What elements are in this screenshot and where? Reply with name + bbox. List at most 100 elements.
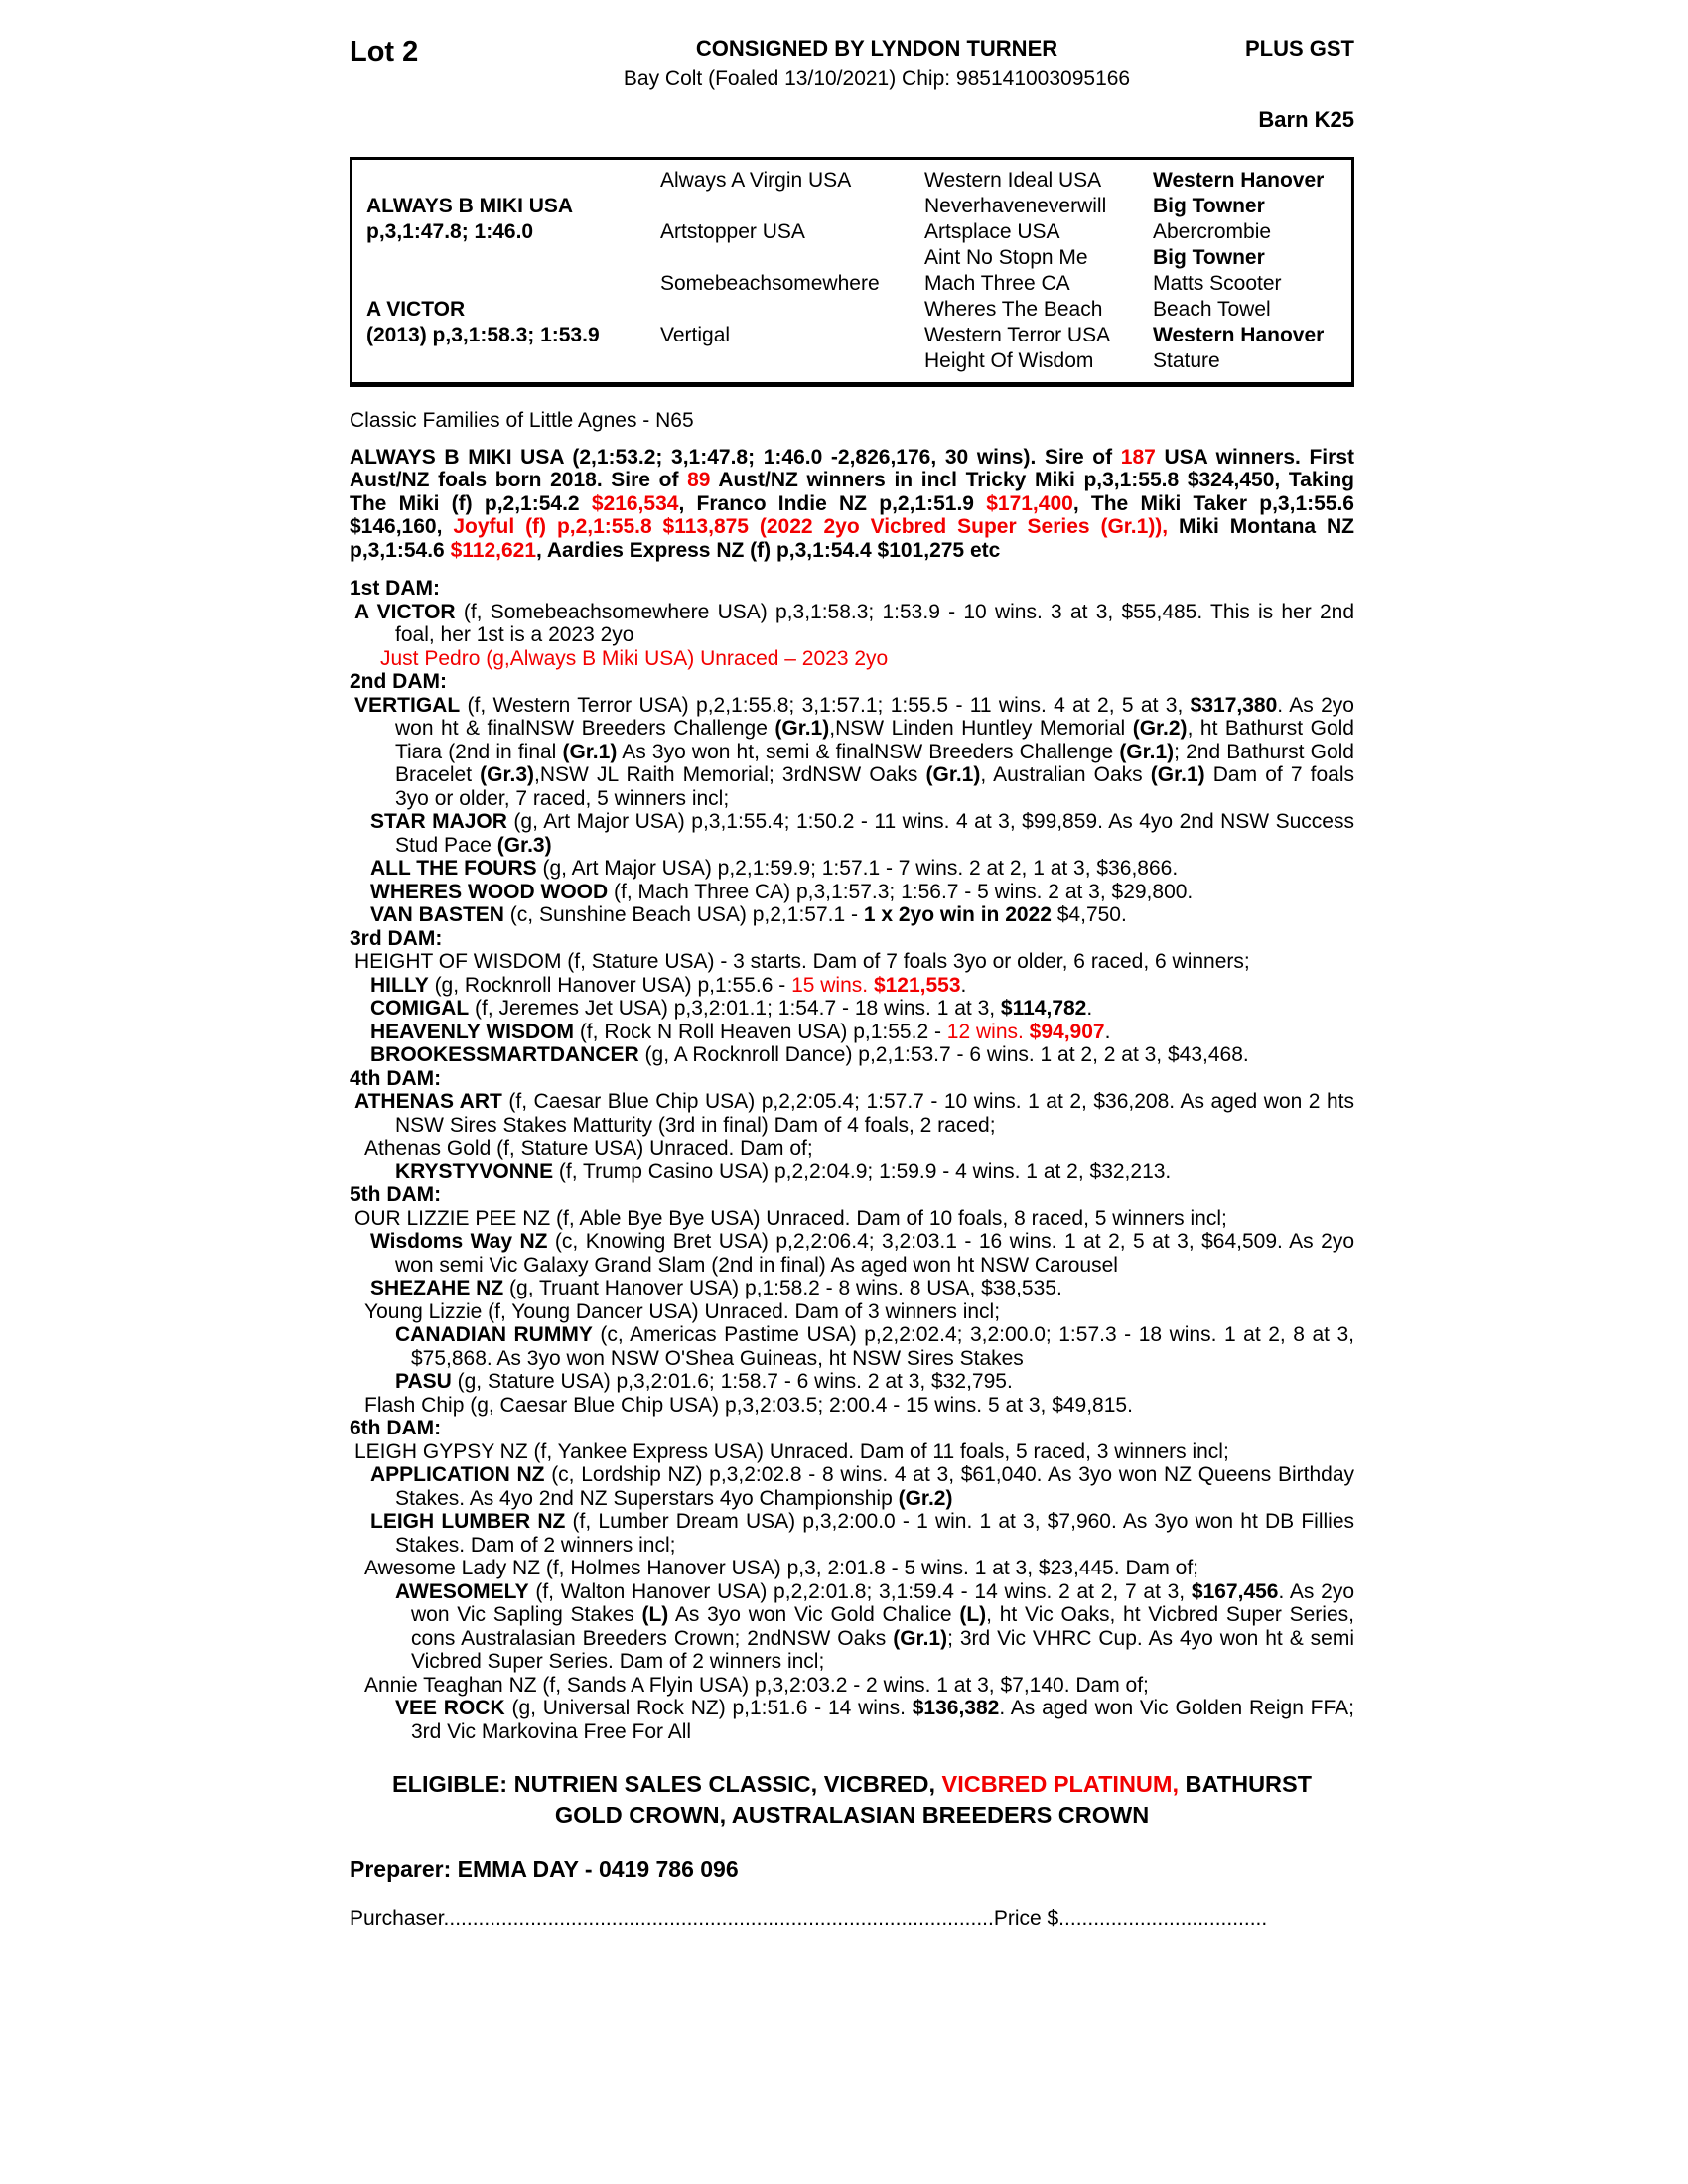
dam2-heading: 2nd DAM: [350, 670, 1354, 694]
entry-annie-teaghan: Annie Teaghan NZ (f, Sands A Flyin USA) … [364, 1674, 1354, 1698]
text-segment: $136,382 [912, 1697, 1000, 1719]
entry-vee-rock: VEE ROCK (g, Universal Rock NZ) p,1:51.6… [395, 1697, 1355, 1743]
text-segment: As 3yo won Vic Gold Chalice [668, 1603, 960, 1626]
text-segment: ,NSW JL Raith Memorial; 3rdNSW Oaks [534, 763, 926, 786]
text-segment: ALWAYS B MIKI USA (2,1:53.2; 3,1:47.8; 1… [350, 445, 1121, 469]
text-segment: (f, Jeremes Jet USA) p,3,2:01.1; 1:54.7 … [469, 997, 1001, 1020]
text-segment: , The Miki Taker p,3,1:55.6 $146,160, [350, 491, 1354, 539]
pedigree-cell: Always A Virgin USA [660, 169, 852, 192]
pedigree-cell: Wheres The Beach [924, 298, 1103, 321]
text-segment: ATHENAS ART [354, 1090, 502, 1113]
pedigree-cell: Vertigal [660, 324, 731, 346]
text-segment: (f, Caesar Blue Chip USA) p,2,2:05.4; 1:… [395, 1090, 1354, 1137]
text-segment: GOLD CROWN, AUSTRALASIAN BREEDERS CROWN [554, 1802, 1150, 1828]
entry-star-major: STAR MAJOR (g, Art Major USA) p,3,1:55.4… [370, 810, 1354, 857]
entry-pasu: PASU (g, Stature USA) p,3,2:01.6; 1:58.7… [395, 1370, 1354, 1394]
pedigree-table: ALWAYS B MIKI USA p,3,1:47.8; 1:46.0 A VIC… [350, 157, 1354, 387]
preparer-line: Preparer: EMMA DAY - 0419 786 096 [350, 1856, 739, 1882]
entry-a-victor: A VICTOR (f, Somebeachsomewhere USA) p,3… [354, 601, 1354, 647]
text-segment: 5th DAM: [350, 1183, 442, 1206]
text-segment: Annie Teaghan NZ (f, Sands A Flyin USA) … [364, 1673, 1149, 1697]
text-segment: $112,621 [450, 538, 536, 562]
text-segment: (Gr.1) [925, 763, 981, 786]
text-segment: CANADIAN RUMMY [395, 1323, 593, 1346]
text-segment: As 3yo won ht, semi & finalNSW Breeders … [617, 740, 1120, 763]
text-segment: ; 2nd Bathurst Gold Bracelet [395, 740, 1354, 787]
entry-canadian-rummy: CANADIAN RUMMY (c, Americas Pastime USA)… [395, 1323, 1355, 1370]
text-segment: Joyful (f) p,2,1:55.8 $113,875 (2022 2yo… [453, 515, 1169, 538]
text-segment: Wisdoms Way NZ [370, 1230, 548, 1253]
dam1-heading: 1st DAM: [350, 577, 1354, 601]
text-segment: (f, Lumber Dream USA) p,3,2:00.0 - 1 win… [395, 1510, 1355, 1557]
pedigree-cell: Artsplace USA [924, 220, 1060, 243]
entry-flash-chip: Flash Chip (g, Caesar Blue Chip USA) p,3… [364, 1394, 1354, 1418]
text-segment: (f, Walton Hanover USA) p,2,2:01.8; 3,1:… [528, 1579, 1192, 1603]
entry-hilly: HILLY (g, Rocknroll Hanover USA) p,1:55.… [370, 973, 1354, 998]
text-segment: 6th DAM: [350, 1417, 442, 1439]
purchaser-price-line: Purchaser...............................… [350, 1907, 1268, 1930]
pedigree-cell: Neverhaveneverwill [924, 195, 1107, 217]
horse-description: Bay Colt (Foaled 13/10/2021) Chip: 98514… [623, 68, 1131, 90]
dam5-heading: 5th DAM: [350, 1183, 1354, 1207]
text-segment: HEIGHT OF WISDOM (f, Stature USA) - 3 st… [354, 950, 1250, 973]
entry-just-pedro: Just Pedro (g,Always B Miki USA) Unraced… [380, 647, 1354, 671]
pedigree-cell: Western Terror USA [924, 324, 1111, 346]
text-segment: WHERES WOOD WOOD [370, 880, 609, 903]
pedigree-cell: Matts Scooter [1153, 272, 1282, 295]
text-segment: (Gr.3) [480, 763, 535, 786]
pedigree-cell: p,3,1:47.8; 1:46.0 [366, 220, 534, 243]
text-segment: (f, Mach Three CA) p,3,1:57.3; 1:56.7 - … [608, 880, 1194, 903]
text-segment: ; 3rd Vic VHRC Cup. As 4yo won ht & semi… [411, 1626, 1355, 1674]
text-segment: ELIGIBLE: NUTRIEN SALES CLASSIC, VICBRED… [391, 1771, 942, 1797]
entry-comigal: COMIGAL (f, Jeremes Jet USA) p,3,2:01.1;… [370, 997, 1354, 1021]
barn-number: Barn K25 [1258, 107, 1354, 132]
entry-leigh-lumber: LEIGH LUMBER NZ (f, Lumber Dream USA) p,… [370, 1510, 1355, 1557]
pedigree-cell: Western Ideal USA [924, 169, 1102, 192]
text-segment: USA winners. First Aust/NZ foals born 20… [350, 445, 1354, 492]
text-segment: (c, Knowing Bret USA) p,2,2:06.4; 3,2:03… [395, 1230, 1355, 1277]
text-segment: (L) [959, 1603, 987, 1626]
pedigree-cell: Stature [1153, 349, 1220, 372]
text-segment: VAN BASTEN [370, 903, 504, 926]
text-segment: (Gr.1) [1150, 763, 1205, 786]
pedigree-cell: (2013) p,3,1:58.3; 1:53.9 [366, 324, 600, 346]
text-segment: (L) [641, 1603, 669, 1626]
text-segment: Flash Chip (g, Caesar Blue Chip USA) p,3… [364, 1393, 1133, 1417]
pedigree-details: Classic Families of Little Agnes - N65 AL… [350, 409, 1354, 1743]
text-segment: $114,782 [1000, 997, 1087, 1020]
text-segment: Athenas Gold (f, Stature USA) Unraced. D… [364, 1137, 813, 1160]
text-segment: . As aged won Vic Golden Reign FFA; 3rd … [411, 1697, 1355, 1743]
text-segment: (Gr.1) [774, 717, 830, 740]
text-segment: SHEZAHE NZ [370, 1277, 504, 1299]
entry-krystyvonne: KRYSTYVONNE (f, Trump Casino USA) p,2,2:… [395, 1160, 1354, 1184]
text-segment: COMIGAL [370, 997, 470, 1020]
entry-awesome-lady: Awesome Lady NZ (f, Holmes Hanover USA) … [364, 1557, 1354, 1580]
lot-number: Lot 2 [350, 36, 419, 68]
text-segment: HILLY [370, 973, 429, 997]
text-segment: APPLICATION NZ [370, 1463, 545, 1486]
text-segment: $317,380 [1190, 693, 1278, 717]
text-segment: LEIGH LUMBER NZ [370, 1510, 566, 1533]
pedigree-cell: Abercrombie [1153, 220, 1272, 243]
pedigree-cell: Height Of Wisdom [924, 349, 1094, 372]
text-segment: (c, Sunshine Beach USA) p,2,1:57.1 - [503, 903, 864, 926]
entry-wheres-wood-wood: WHERES WOOD WOOD (f, Mach Three CA) p,3,… [370, 880, 1354, 904]
text-segment: $167,456 [1191, 1579, 1279, 1603]
text-segment: (c, Lordship NZ) p,3,2:02.8 - 8 wins. 4 … [395, 1463, 1355, 1510]
entry-our-lizzie-pee: OUR LIZZIE PEE NZ (f, Able Bye Bye USA) … [354, 1207, 1354, 1231]
dam4-heading: 4th DAM: [350, 1067, 1354, 1091]
text-segment: (c, Americas Pastime USA) p,2,2:02.4; 3,… [411, 1323, 1355, 1370]
text-segment: 4th DAM: [350, 1066, 442, 1090]
text-segment: 89 [687, 469, 711, 491]
text-segment: (Gr.2) [1132, 717, 1188, 740]
text-segment: OUR LIZZIE PEE NZ (f, Able Bye Bye USA) … [354, 1206, 1227, 1230]
text-segment: STAR MAJOR [370, 810, 507, 833]
text-segment: (Gr.1) [562, 740, 618, 763]
text-segment: (g, Art Major USA) p,2,1:59.9; 1:57.1 - … [536, 857, 1179, 880]
text-segment: 15 wins. [791, 973, 874, 997]
entry-all-the-fours: ALL THE FOURS (g, Art Major USA) p,2,1:5… [370, 857, 1354, 881]
pedigree-cell: ALWAYS B MIKI USA [366, 195, 574, 217]
text-segment: (Gr.1) [893, 1626, 948, 1650]
text-segment: Just Pedro (g,Always B Miki USA) Unraced… [380, 646, 889, 670]
text-segment: (g, Stature USA) p,3,2:01.6; 1:58.7 - 6 … [451, 1370, 1013, 1393]
